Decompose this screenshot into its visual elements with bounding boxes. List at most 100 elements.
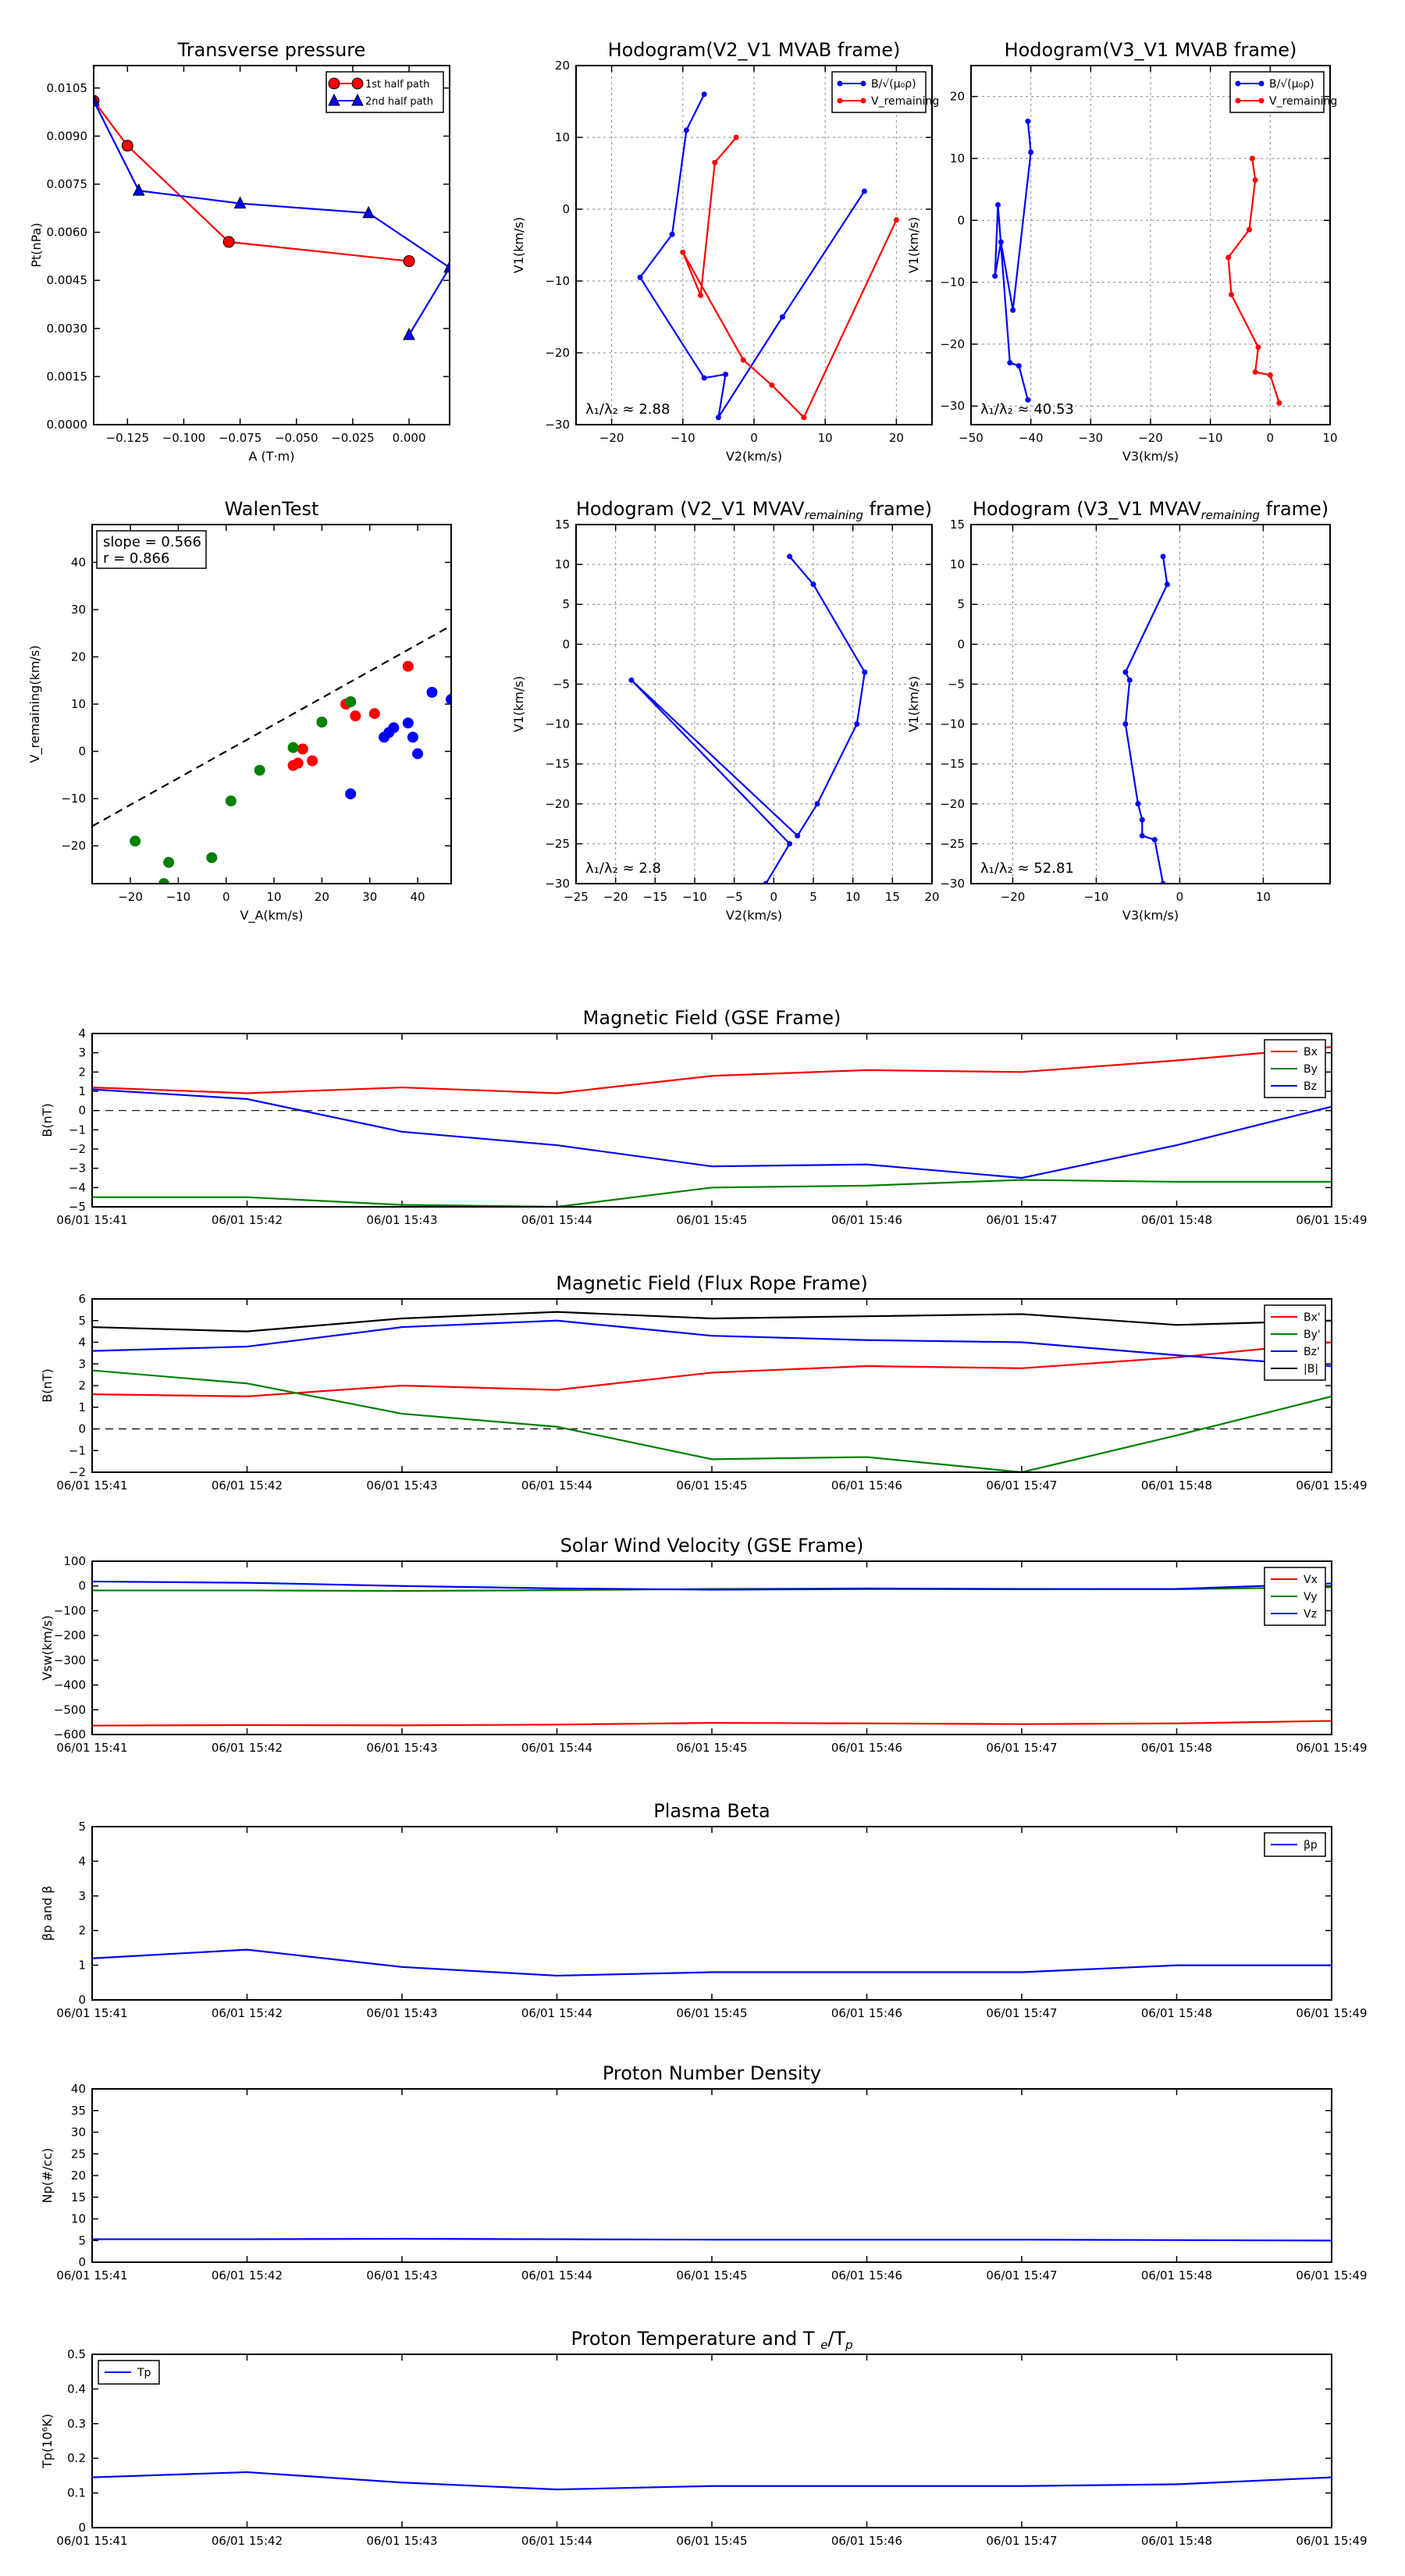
plot-area — [92, 624, 451, 884]
y-tick-label: −30 — [940, 399, 965, 413]
data-point — [1025, 397, 1031, 403]
data-point — [407, 731, 418, 743]
data-point — [810, 582, 816, 588]
data-point — [779, 314, 785, 320]
time-tick-label: 06/01 15:42 — [212, 1741, 283, 1755]
series-line — [91, 1319, 1332, 1368]
chart-title: Hodogram(V2_V1 MVAB frame) — [608, 39, 901, 61]
data-point — [254, 764, 265, 776]
data-point — [1135, 801, 1141, 807]
y-tick-label: 20 — [71, 649, 86, 664]
x-tick-label: 0 — [1267, 431, 1275, 445]
time-tick-label: 06/01 15:46 — [831, 1478, 902, 1493]
legend-marker — [1258, 80, 1264, 87]
y-tick-label: 6 — [78, 1292, 86, 1306]
y-tick-label: 1 — [78, 1959, 86, 1973]
time-tick-label: 06/01 15:48 — [1141, 1213, 1212, 1227]
y-tick-label: 2 — [78, 1923, 86, 1937]
y-tick-label: 100 — [63, 1554, 86, 1568]
x-tick-label: −10 — [1198, 431, 1223, 445]
y-tick-label: 0 — [957, 637, 965, 651]
series-line — [91, 2471, 1332, 2491]
time-tick-label: 06/01 15:41 — [56, 1478, 127, 1493]
y-tick-label: 0.0060 — [47, 226, 88, 240]
x-tick-label: −0.075 — [219, 431, 262, 445]
data-point — [1247, 226, 1252, 233]
y-tick-label: −10 — [61, 792, 86, 806]
data-point — [669, 231, 675, 237]
time-tick-label: 06/01 15:44 — [521, 2534, 592, 2548]
data-point — [1164, 582, 1170, 588]
x-tick-label: −0.125 — [106, 431, 150, 445]
y-tick-label: 0.2 — [67, 2451, 86, 2465]
data-point — [403, 327, 415, 340]
time-tick-label: 06/01 15:43 — [366, 2006, 437, 2020]
data-point — [1160, 553, 1166, 560]
y-tick-label: 0 — [78, 745, 86, 759]
time-tick-label: 06/01 15:49 — [1296, 1478, 1367, 1493]
legend-frame — [325, 71, 444, 113]
legend-entry: |B| — [1304, 1363, 1318, 1375]
data-point — [1225, 254, 1232, 261]
x-tick-label: 30 — [362, 890, 377, 904]
y-tick-label: −2 — [69, 1142, 86, 1156]
data-point — [307, 755, 318, 767]
x-tick-label: 10 — [1256, 890, 1271, 904]
data-point — [683, 127, 689, 133]
time-tick-label: 06/01 15:48 — [1141, 2006, 1212, 2020]
chart-solar-wind-velocity: 06/01 15:41 06/01 15:42 06/01 15:43 06/01 1… — [40, 1535, 1368, 1755]
chart-title: Hodogram (V2_V1 MVAVremaining frame) — [576, 498, 932, 522]
time-tick-label: 06/01 15:43 — [366, 2268, 437, 2282]
y-tick-label: 25 — [71, 2147, 86, 2161]
chart-title: Proton Temperature and T e/Tp — [571, 2328, 852, 2352]
time-tick-label: 06/01 15:48 — [1141, 2268, 1212, 2282]
y-tick-label: −5 — [948, 677, 965, 691]
legend-marker — [328, 77, 340, 90]
y-tick-label: 2 — [78, 1379, 86, 1393]
y-tick-label: 30 — [71, 2126, 86, 2140]
y-axis-label: B(nT) — [40, 1103, 55, 1137]
x-tick-label: −0.025 — [331, 431, 375, 445]
data-point — [995, 201, 1001, 208]
y-tick-label: 40 — [71, 2082, 86, 2096]
y-tick-label: 0 — [78, 1579, 86, 1593]
data-point — [698, 292, 704, 298]
y-tick-label: 0 — [78, 2255, 86, 2269]
data-point — [1122, 669, 1129, 675]
data-point — [368, 708, 380, 720]
chart-plasma-beta: 06/01 15:41 06/01 15:42 06/01 15:43 06/01 1… — [40, 1800, 1368, 2020]
x-tick-label: 0 — [750, 431, 758, 445]
data-point — [132, 183, 145, 196]
legend-entry: By — [1304, 1063, 1318, 1076]
y-tick-label: 10 — [950, 557, 965, 571]
axes-frame — [970, 524, 1331, 884]
time-tick-label: 06/01 15:42 — [212, 1478, 283, 1493]
time-tick-label: 06/01 15:41 — [56, 2006, 127, 2020]
legend-marker — [328, 93, 340, 106]
time-tick-label: 06/01 15:46 — [831, 2268, 902, 2282]
y-tick-label: −30 — [545, 877, 570, 891]
legend-entry: Bz' — [1304, 1346, 1320, 1358]
data-point — [893, 217, 899, 223]
x-axis-label: V2(km/s) — [726, 908, 782, 923]
y-tick-label: 0 — [78, 1422, 86, 1436]
y-tick-label: −1 — [69, 1123, 86, 1137]
axes-frame — [970, 65, 1331, 425]
time-tick-label: 06/01 15:42 — [212, 2006, 283, 2020]
x-tick-label: −15 — [643, 890, 668, 904]
data-point — [769, 382, 775, 388]
data-point — [225, 795, 237, 807]
legend-marker — [1258, 98, 1264, 104]
data-point — [443, 260, 450, 273]
chart-title: Magnetic Field (Flux Rope Frame) — [556, 1272, 867, 1294]
y-axis-label: Pt(nPa) — [29, 222, 44, 267]
data-point — [297, 743, 308, 755]
legend-frame — [831, 71, 927, 113]
y-axis-label: V1(km/s) — [511, 217, 526, 273]
y-tick-label: 15 — [950, 518, 965, 532]
data-point — [1126, 677, 1133, 683]
data-point — [1139, 833, 1145, 839]
x-tick-label: −10 — [1084, 890, 1109, 904]
y-tick-label: −10 — [940, 276, 965, 290]
